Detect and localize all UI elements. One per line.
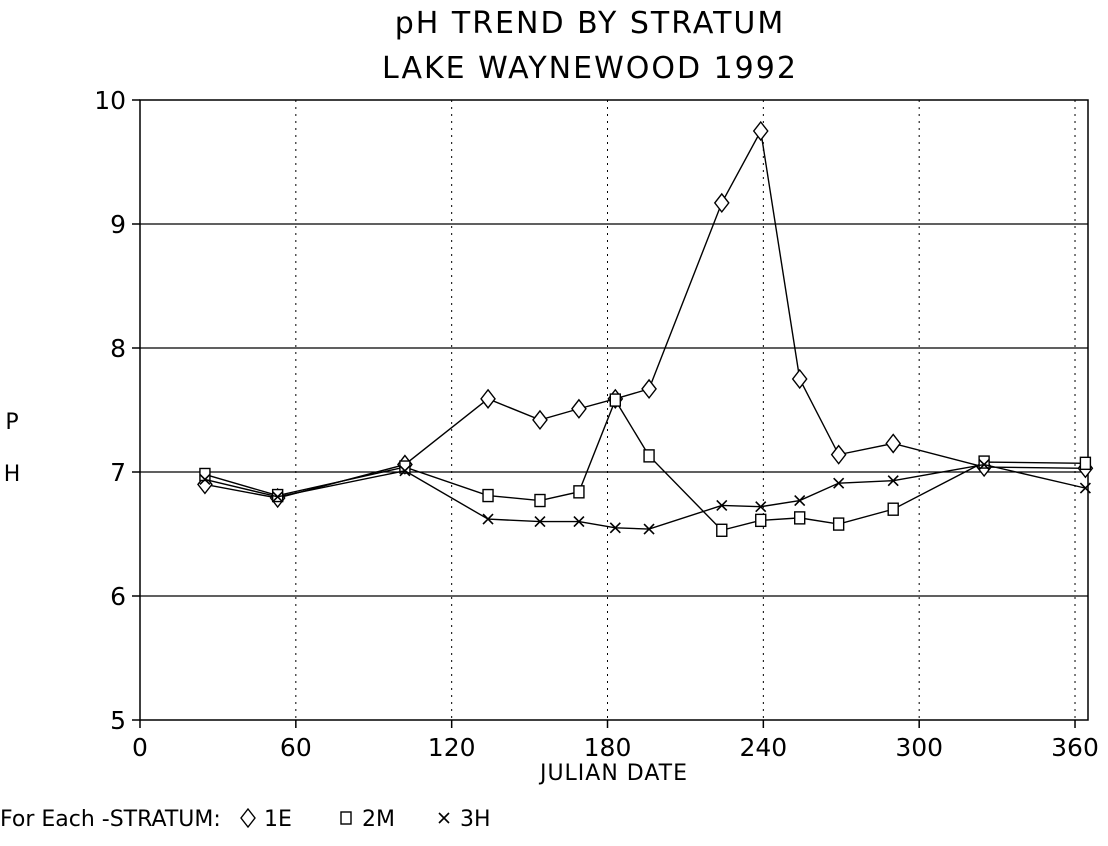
data-point-2M [794, 511, 806, 525]
data-point-1E [830, 444, 847, 465]
series-3H [199, 458, 1091, 535]
x-tick-label: 300 [895, 733, 943, 762]
legend-prefix: For Each -STRATUM: [0, 807, 221, 832]
data-point-1E [571, 398, 587, 419]
data-point-2M [716, 523, 728, 537]
data-point-3H [755, 501, 767, 513]
data-point-3H [573, 516, 585, 528]
y-tick-label: 7 [110, 458, 126, 487]
data-point-3H [1079, 482, 1091, 494]
y-axis: 5 6 7 8 9 10 [94, 86, 140, 735]
data-point-1E [791, 368, 808, 390]
x-tick-label: 0 [132, 733, 148, 762]
legend-marker-2M [340, 811, 352, 825]
series-2M [199, 393, 1092, 537]
y-tick-label: 5 [110, 706, 126, 735]
data-point-3H [482, 513, 494, 525]
x-tick-label: 180 [584, 733, 632, 762]
grid-lines [140, 100, 1088, 720]
series-line-1E [204, 128, 1086, 499]
y-tick-label: 6 [110, 582, 126, 611]
data-point-2M [573, 485, 585, 499]
y-axis-label: P H [0, 410, 25, 488]
data-point-2M [534, 493, 546, 508]
data-point-3H [643, 523, 655, 535]
legend-marker-1E [240, 807, 256, 829]
chart-title: pH TREND BY STRATUM [395, 6, 786, 41]
data-point-1E [641, 378, 657, 400]
data-point-3H [272, 491, 284, 503]
data-point-2M [755, 513, 767, 528]
data-point-2M [399, 460, 411, 474]
data-point-1E [480, 388, 496, 409]
x-tick-label: 120 [428, 733, 476, 762]
y-tick-label: 9 [110, 210, 126, 239]
data-point-3H [833, 477, 845, 489]
data-point-2M [482, 488, 494, 503]
y-tick-label: 10 [94, 86, 126, 115]
data-point-1E [532, 409, 548, 431]
chart-subtitle: LAKE WAYNEWOOD 1992 [382, 51, 798, 86]
data-point-3H [887, 475, 899, 487]
data-point-2M [978, 455, 990, 469]
data-point-2M [832, 517, 845, 531]
data-point-3H [534, 516, 546, 528]
data-point-3H [399, 465, 411, 477]
data-point-1E [885, 433, 902, 454]
data-point-2M [643, 449, 655, 463]
data-point-1E [713, 192, 730, 214]
y-tick-label: 8 [110, 334, 126, 363]
data-point-2M [887, 502, 899, 516]
legend-label-2M: 2M [362, 807, 395, 832]
series-line-3H [204, 463, 1086, 530]
data-series [197, 120, 1094, 537]
legend-label-1E: 1E [264, 807, 292, 832]
plot-area-frame [139, 99, 1089, 721]
legend: For Each -STRATUM: 1E 2M 3H [0, 807, 491, 832]
data-point-2M [1079, 456, 1092, 471]
legend-marker-3H [438, 812, 450, 824]
data-point-3H [794, 494, 806, 507]
x-axis-label: JULIAN DATE [538, 761, 688, 786]
x-tick-label: 360 [1051, 733, 1099, 762]
data-point-1E [752, 120, 769, 142]
legend-label-3H: 3H [460, 807, 491, 832]
data-point-2M [609, 393, 621, 407]
series-line-2M [204, 398, 1086, 532]
data-point-3H [716, 499, 728, 512]
x-tick-label: 240 [739, 733, 787, 762]
x-axis: 0 60 120 180 240 300 360 [132, 720, 1099, 762]
data-point-3H [978, 458, 990, 471]
data-point-3H [199, 473, 211, 486]
data-point-3H [609, 522, 621, 534]
x-tick-label: 60 [280, 733, 312, 762]
